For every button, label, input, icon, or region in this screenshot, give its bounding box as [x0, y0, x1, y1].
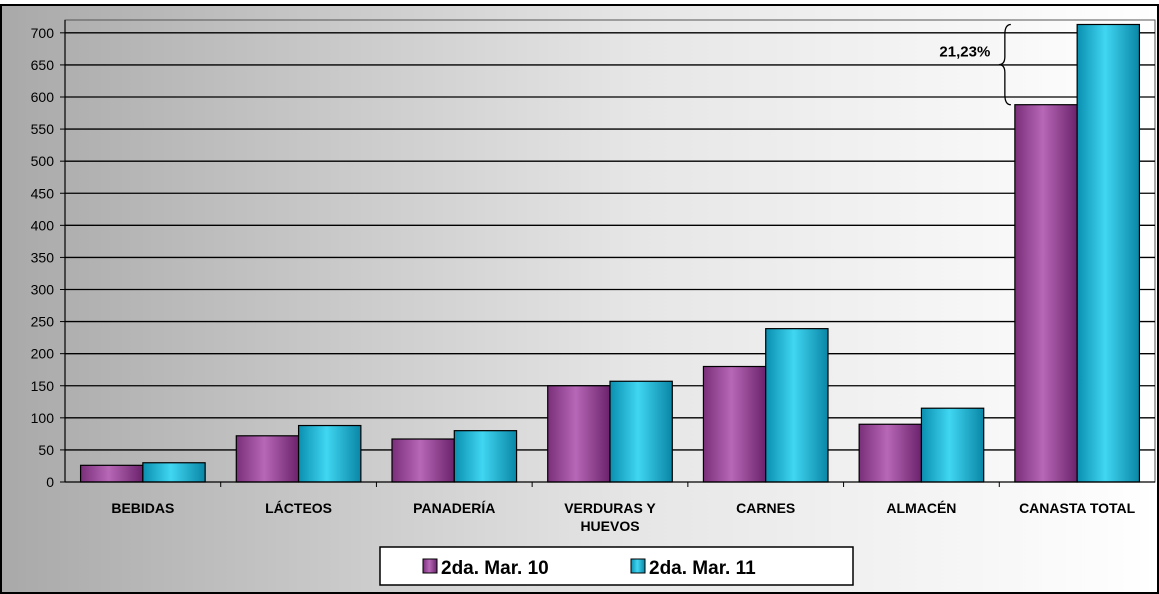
bar-mar-11 — [609, 380, 673, 483]
bar-mar-11 — [1076, 23, 1141, 483]
bar-mar-10 — [391, 438, 455, 483]
x-tick-label: VERDURAS Y — [564, 500, 656, 516]
bar-mar-10 — [235, 435, 300, 483]
x-tick-label: LÁCTEOS — [265, 500, 332, 516]
legend-label-mar-11: 2da. Mar. 11 — [649, 558, 756, 579]
y-tick-label: 500 — [31, 153, 55, 169]
y-tick-label: 100 — [31, 410, 55, 426]
x-tick-label: CARNES — [736, 500, 795, 516]
bar-mar-10 — [547, 385, 611, 483]
y-tick-label: 300 — [31, 282, 55, 298]
chart-frame — [0, 4, 1159, 594]
bar-mar-11 — [142, 462, 206, 483]
bar-mar-10 — [1014, 104, 1078, 483]
y-tick-label: 700 — [31, 25, 55, 41]
bar-mar-10 — [702, 365, 767, 483]
y-tick-label: 550 — [31, 121, 55, 137]
legend-label-mar-10: 2da. Mar. 10 — [441, 558, 549, 579]
y-tick-label: 250 — [31, 314, 55, 330]
x-tick-label: ALMACÉN — [886, 500, 956, 516]
bar-mar-10 — [858, 423, 923, 483]
y-tick-label: 0 — [46, 474, 54, 490]
bar-mar-10 — [79, 464, 144, 483]
x-tick-label: BEBIDAS — [111, 500, 174, 516]
annotation-label: 21,23% — [939, 43, 990, 60]
y-tick-label: 200 — [31, 346, 55, 362]
bar-mar-11 — [920, 407, 985, 483]
legend-swatch-mar-11 — [630, 558, 646, 574]
y-tick-label: 150 — [31, 378, 55, 394]
x-tick-label: HUEVOS — [580, 518, 639, 534]
bar-mar-11 — [297, 424, 362, 483]
y-tick-label: 50 — [38, 442, 54, 458]
legend — [379, 546, 854, 586]
y-tick-label: 450 — [31, 185, 55, 201]
bar-mar-11 — [453, 430, 518, 483]
y-tick-label: 600 — [31, 89, 55, 105]
x-tick-label: CANASTA TOTAL — [1019, 500, 1136, 516]
y-tick-label: 400 — [31, 217, 55, 233]
y-tick-label: 350 — [31, 249, 55, 265]
y-tick-label: 650 — [31, 57, 55, 73]
x-tick-label: PANADERÍA — [413, 500, 495, 516]
legend-swatch-mar-10 — [422, 558, 438, 574]
bar-mar-11 — [765, 328, 829, 483]
